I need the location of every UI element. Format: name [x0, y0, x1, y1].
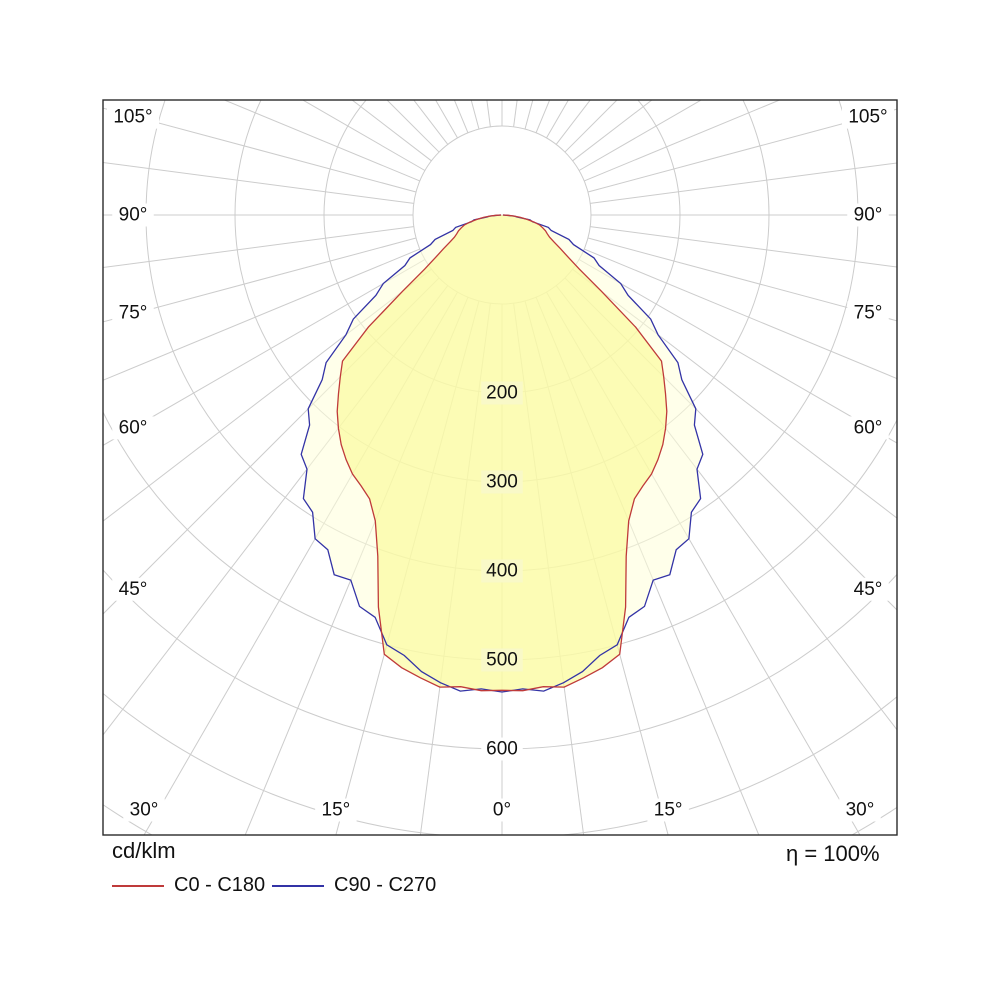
angle-label-bg	[107, 105, 159, 129]
angle-label-bg	[112, 301, 154, 325]
angle-label-bg	[847, 577, 889, 601]
angle-label: 45°	[854, 579, 883, 600]
efficiency-label: η = 100%	[786, 841, 880, 866]
curve-fill-c0-c180	[337, 215, 667, 691]
plot-frame	[102, 99, 898, 836]
angle-label: 0°	[493, 800, 511, 821]
angle-label: 15°	[322, 800, 351, 821]
grid-spoke	[470, 100, 480, 130]
grid-spoke	[564, 100, 618, 153]
grid-spoke	[590, 162, 897, 204]
angle-label: 90°	[119, 205, 148, 226]
grid-spoke	[486, 100, 491, 127]
angle-label: 75°	[119, 302, 148, 323]
grid-spoke	[103, 161, 414, 204]
grid-spoke	[572, 268, 897, 519]
angle-label-bg	[315, 798, 357, 822]
grid-spoke	[301, 100, 426, 171]
angle-label-bg	[112, 577, 154, 601]
angle-label: 105°	[848, 107, 887, 128]
curve-c90-c270	[300, 214, 704, 693]
angle-label-bg	[847, 203, 889, 227]
angle-label-bg	[486, 798, 518, 822]
angle-label: 30°	[846, 800, 875, 821]
angle-label: 30°	[130, 800, 159, 821]
grid-spoke	[587, 237, 897, 322]
ring-label-bg	[481, 381, 523, 405]
units-label: cd/klm	[112, 838, 176, 863]
ring-label: 500	[486, 650, 518, 671]
angle-label-bg	[112, 416, 154, 440]
angle-label: 105°	[113, 107, 152, 128]
legend-item-c0-c180: C0 - C180	[112, 874, 265, 897]
ring-label-bg	[481, 559, 523, 583]
ring-label-bg	[481, 737, 523, 761]
angle-label: 15°	[654, 800, 683, 821]
grid-spoke	[103, 259, 426, 446]
angle-label: 60°	[119, 417, 148, 438]
angle-label-bg	[847, 416, 889, 440]
angle-label: 45°	[119, 579, 148, 600]
grid-spoke	[590, 226, 897, 268]
ring-label: 300	[486, 472, 518, 493]
angle-label-bg	[112, 203, 154, 227]
grid-spoke	[103, 237, 417, 323]
grid-spoke	[584, 100, 781, 182]
angle-label-bg	[847, 301, 889, 325]
legend-label-c90-c270: C90 - C270	[334, 874, 437, 896]
angle-label: 75°	[854, 302, 883, 323]
legend-line-c0-c180	[112, 884, 164, 887]
grid-spoke	[578, 100, 703, 171]
grid-spoke	[386, 100, 440, 153]
grid-spoke	[103, 107, 417, 193]
ring-label: 400	[486, 561, 518, 582]
ring-label: 200	[486, 383, 518, 404]
angle-label: 60°	[854, 417, 883, 438]
curve-c0-c180	[336, 214, 668, 692]
grid-spoke	[546, 100, 569, 139]
grid-spoke	[103, 226, 414, 269]
grid-spoke	[435, 100, 458, 139]
grid-spoke	[223, 100, 420, 182]
ring-label-bg	[481, 648, 523, 672]
grid-spoke	[587, 108, 897, 193]
legend-line-c90-c270	[272, 884, 324, 887]
grid-spoke	[103, 268, 432, 522]
angle-label-bg	[123, 798, 165, 822]
grid-spoke	[103, 248, 420, 381]
ring-label: 600	[486, 739, 518, 760]
angle-label: 90°	[854, 205, 883, 226]
grid-spoke	[584, 248, 897, 380]
grid-spoke	[524, 100, 534, 130]
ring-label-bg	[481, 470, 523, 494]
grid-spoke	[413, 100, 449, 145]
angle-label-bg	[842, 105, 894, 129]
grid-spoke	[578, 259, 897, 444]
angle-label-bg	[839, 798, 881, 822]
angle-label-bg	[647, 798, 689, 822]
grid-spoke	[513, 100, 518, 127]
legend-label-c0-c180: C0 - C180	[174, 874, 266, 896]
legend-item-c90-c270: C90 - C270	[272, 874, 436, 897]
